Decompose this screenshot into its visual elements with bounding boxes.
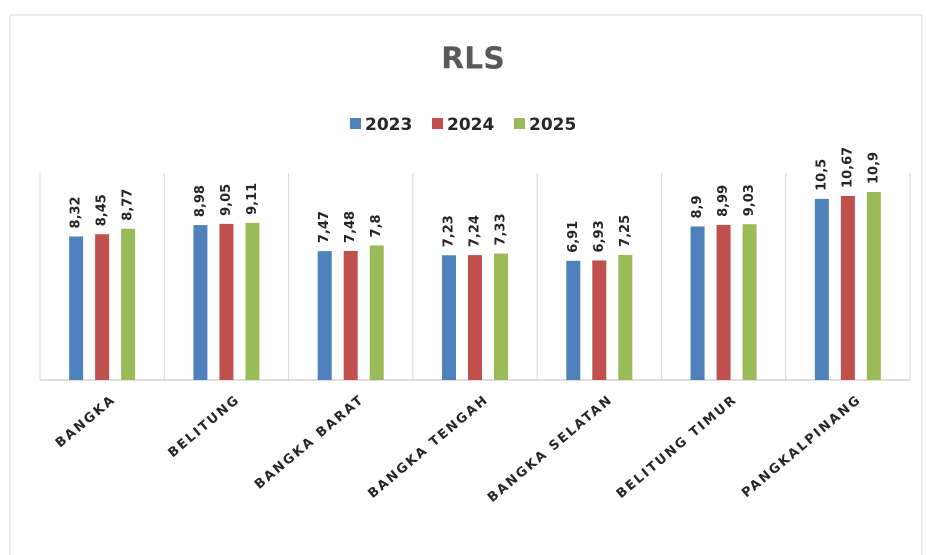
data-label: 10,9 <box>866 152 881 184</box>
bar <box>121 228 136 380</box>
bar <box>95 234 110 380</box>
bar <box>494 253 508 380</box>
data-label: 8,32 <box>69 196 84 228</box>
bar <box>840 195 855 380</box>
legend-swatch <box>350 118 361 129</box>
bar <box>566 260 581 380</box>
bar <box>193 225 208 380</box>
data-label: 7,33 <box>494 213 509 245</box>
data-label: 8,9 <box>690 195 705 218</box>
data-label: 6,93 <box>592 220 607 252</box>
chart-frame <box>9 14 923 555</box>
bar <box>814 198 829 380</box>
bar <box>468 255 482 380</box>
data-label: 10,67 <box>840 147 855 188</box>
chart-title: RLS <box>441 42 505 77</box>
data-label: 7,23 <box>442 215 457 247</box>
bar <box>716 224 731 380</box>
data-label: 9,11 <box>245 183 260 215</box>
data-label: 6,91 <box>566 221 581 253</box>
data-label: 10,5 <box>814 159 829 191</box>
data-label: 7,24 <box>468 215 483 247</box>
bar <box>618 254 633 380</box>
bar <box>219 223 234 380</box>
data-label: 9,03 <box>742 184 757 216</box>
data-label: 8,77 <box>121 189 136 221</box>
legend-label: 2025 <box>529 115 576 135</box>
legend-swatch <box>514 118 525 129</box>
data-label: 8,45 <box>95 194 110 226</box>
bar <box>369 245 384 380</box>
data-label: 9,05 <box>219 184 234 216</box>
bar <box>592 260 607 380</box>
data-label: 7,25 <box>618 215 633 247</box>
bar <box>742 224 757 380</box>
data-label: 7,8 <box>369 214 384 237</box>
data-label: 7,48 <box>343 211 358 243</box>
legend-label: 2024 <box>447 115 494 135</box>
data-label: 7,47 <box>317 211 332 243</box>
bar <box>442 255 456 380</box>
legend-swatch <box>432 118 443 129</box>
bar <box>690 226 705 380</box>
bar <box>245 222 260 380</box>
data-label: 8,98 <box>193 185 208 217</box>
bar <box>866 191 881 380</box>
legend-label: 2023 <box>365 115 412 135</box>
bar <box>343 250 358 380</box>
bar <box>69 236 84 380</box>
bar <box>317 251 332 380</box>
data-label: 8,99 <box>716 185 731 217</box>
